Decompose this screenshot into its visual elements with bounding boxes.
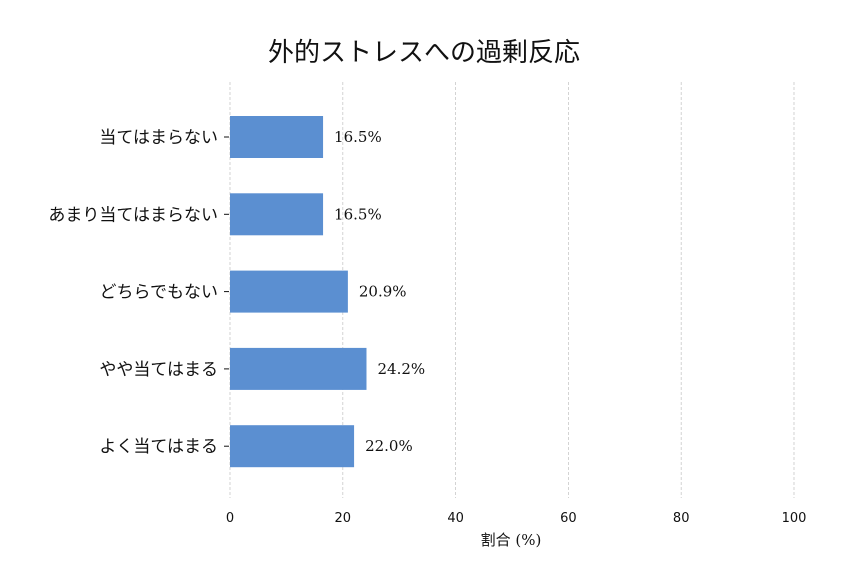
category-label: どちらでもない — [100, 283, 219, 303]
x-tick-label: 100 — [782, 511, 807, 526]
bar — [230, 193, 324, 236]
x-tick-label: 20 — [335, 511, 352, 526]
bar — [230, 347, 367, 390]
value-label: 24.2% — [377, 360, 425, 378]
bar — [230, 116, 324, 158]
bar — [230, 425, 355, 468]
labels: 0 20 40 60 80 100 当てはまらない 16.5% あまり当てはまらない 16.5% ど… — [48, 128, 806, 526]
x-axis-label: 割合 (%) — [481, 531, 542, 549]
category-label: あまり当てはまらない — [48, 205, 218, 225]
bars — [230, 116, 367, 468]
x-tick-label: 60 — [560, 511, 577, 526]
bar — [230, 270, 348, 313]
value-label: 22.0% — [365, 437, 413, 455]
value-label: 20.9% — [359, 283, 407, 301]
value-label: 16.5% — [334, 205, 382, 223]
chart-title: 外的ストレスへの過剰反応 — [268, 38, 580, 68]
value-label: 16.5% — [334, 128, 382, 146]
category-label: よく当てはまる — [99, 437, 218, 457]
x-tick-label: 0 — [226, 511, 234, 526]
category-label: やや当てはまる — [99, 360, 218, 380]
x-tick-label: 80 — [673, 511, 690, 526]
x-tick-label: 40 — [447, 511, 464, 526]
category-label: 当てはまらない — [99, 128, 218, 148]
